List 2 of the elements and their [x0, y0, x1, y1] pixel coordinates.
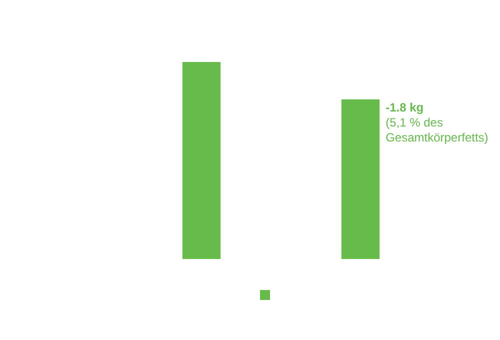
annotation: (5,1 % des Gesamtkörperfetts) [386, 116, 488, 145]
annotation: -1.8 kg [386, 100, 424, 115]
